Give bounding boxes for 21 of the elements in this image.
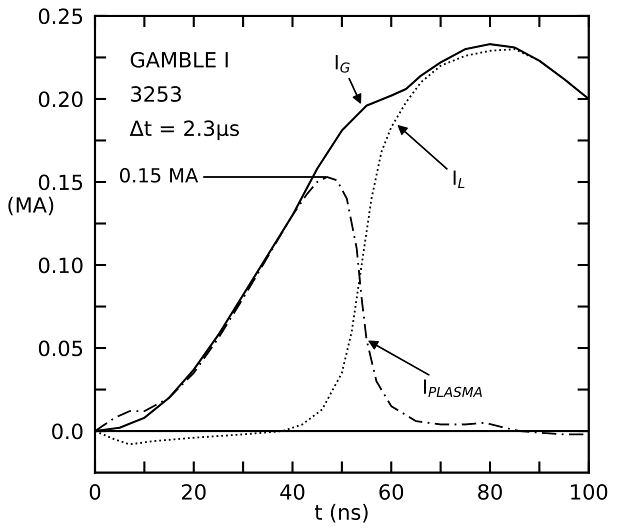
annotation: GAMBLE I: [130, 52, 228, 68]
y-tick-label: 0.10: [38, 257, 83, 274]
x-tick-label: 40: [280, 484, 304, 500]
x-tick-label: 0: [90, 484, 100, 500]
x-axis-title: t (ns): [314, 504, 368, 522]
y-tick-label: 0.25: [38, 8, 82, 24]
x-tick-label: 60: [379, 484, 404, 500]
y-tick-label: 0.20: [38, 91, 83, 108]
x-tick-label: 100: [571, 484, 608, 500]
annotation: 3253: [131, 86, 181, 102]
annotation: I$_{L}$: [454, 170, 464, 188]
y-axis-title: (MA): [8, 196, 54, 216]
y-tick-label: 0.0: [52, 424, 83, 440]
annotation: 0.15 MA: [120, 168, 198, 183]
annotation: I$_{G}$: [336, 55, 350, 73]
y-tick-label: 0.05: [38, 340, 82, 356]
x-tick-label: 20: [182, 484, 206, 500]
annotation: I$_{PLASMA}$: [424, 380, 482, 398]
y-tick-label: 0.15: [38, 174, 82, 190]
x-tick-label: 80: [478, 484, 502, 500]
annotation: Δt = 2.3μs: [130, 120, 239, 140]
